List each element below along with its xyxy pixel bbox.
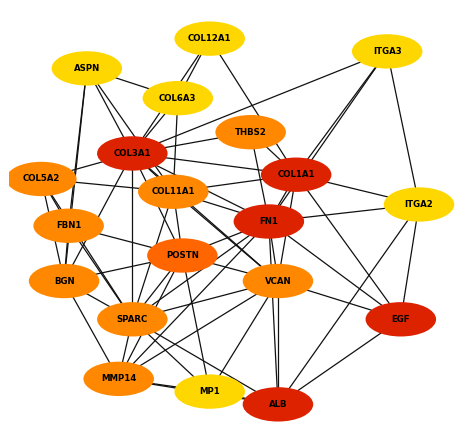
Ellipse shape — [243, 387, 313, 422]
Ellipse shape — [97, 136, 168, 171]
Text: FN1: FN1 — [259, 217, 278, 226]
Text: EGF: EGF — [392, 315, 410, 324]
Text: POSTN: POSTN — [166, 251, 199, 260]
Ellipse shape — [261, 158, 331, 192]
Ellipse shape — [243, 264, 313, 298]
Text: COL11A1: COL11A1 — [152, 187, 195, 196]
Ellipse shape — [6, 162, 77, 196]
Text: COL3A1: COL3A1 — [114, 149, 151, 158]
Ellipse shape — [52, 51, 122, 85]
Text: MMP14: MMP14 — [101, 374, 137, 383]
Text: ASPN: ASPN — [74, 64, 100, 73]
Ellipse shape — [384, 187, 454, 222]
Ellipse shape — [352, 34, 422, 69]
Text: THBS2: THBS2 — [235, 128, 266, 137]
Ellipse shape — [33, 209, 104, 243]
Text: COL6A3: COL6A3 — [159, 93, 197, 103]
Ellipse shape — [365, 302, 436, 337]
Ellipse shape — [234, 204, 304, 239]
Text: VCAN: VCAN — [264, 276, 291, 286]
Ellipse shape — [174, 374, 245, 409]
Ellipse shape — [147, 238, 218, 273]
Text: COL5A2: COL5A2 — [23, 175, 60, 183]
Text: MP1: MP1 — [200, 387, 220, 396]
Text: SPARC: SPARC — [117, 315, 148, 324]
Text: ALB: ALB — [269, 400, 287, 409]
Text: COL1A1: COL1A1 — [277, 170, 315, 179]
Ellipse shape — [143, 81, 213, 115]
Ellipse shape — [215, 115, 286, 149]
Ellipse shape — [174, 21, 245, 56]
Text: ITGA2: ITGA2 — [405, 200, 433, 209]
Ellipse shape — [138, 175, 209, 209]
Text: COL12A1: COL12A1 — [188, 34, 231, 43]
Text: FBN1: FBN1 — [56, 221, 82, 230]
Ellipse shape — [29, 264, 100, 298]
Ellipse shape — [97, 302, 168, 337]
Text: ITGA3: ITGA3 — [373, 47, 401, 56]
Text: BGN: BGN — [54, 276, 74, 286]
Ellipse shape — [83, 361, 154, 396]
